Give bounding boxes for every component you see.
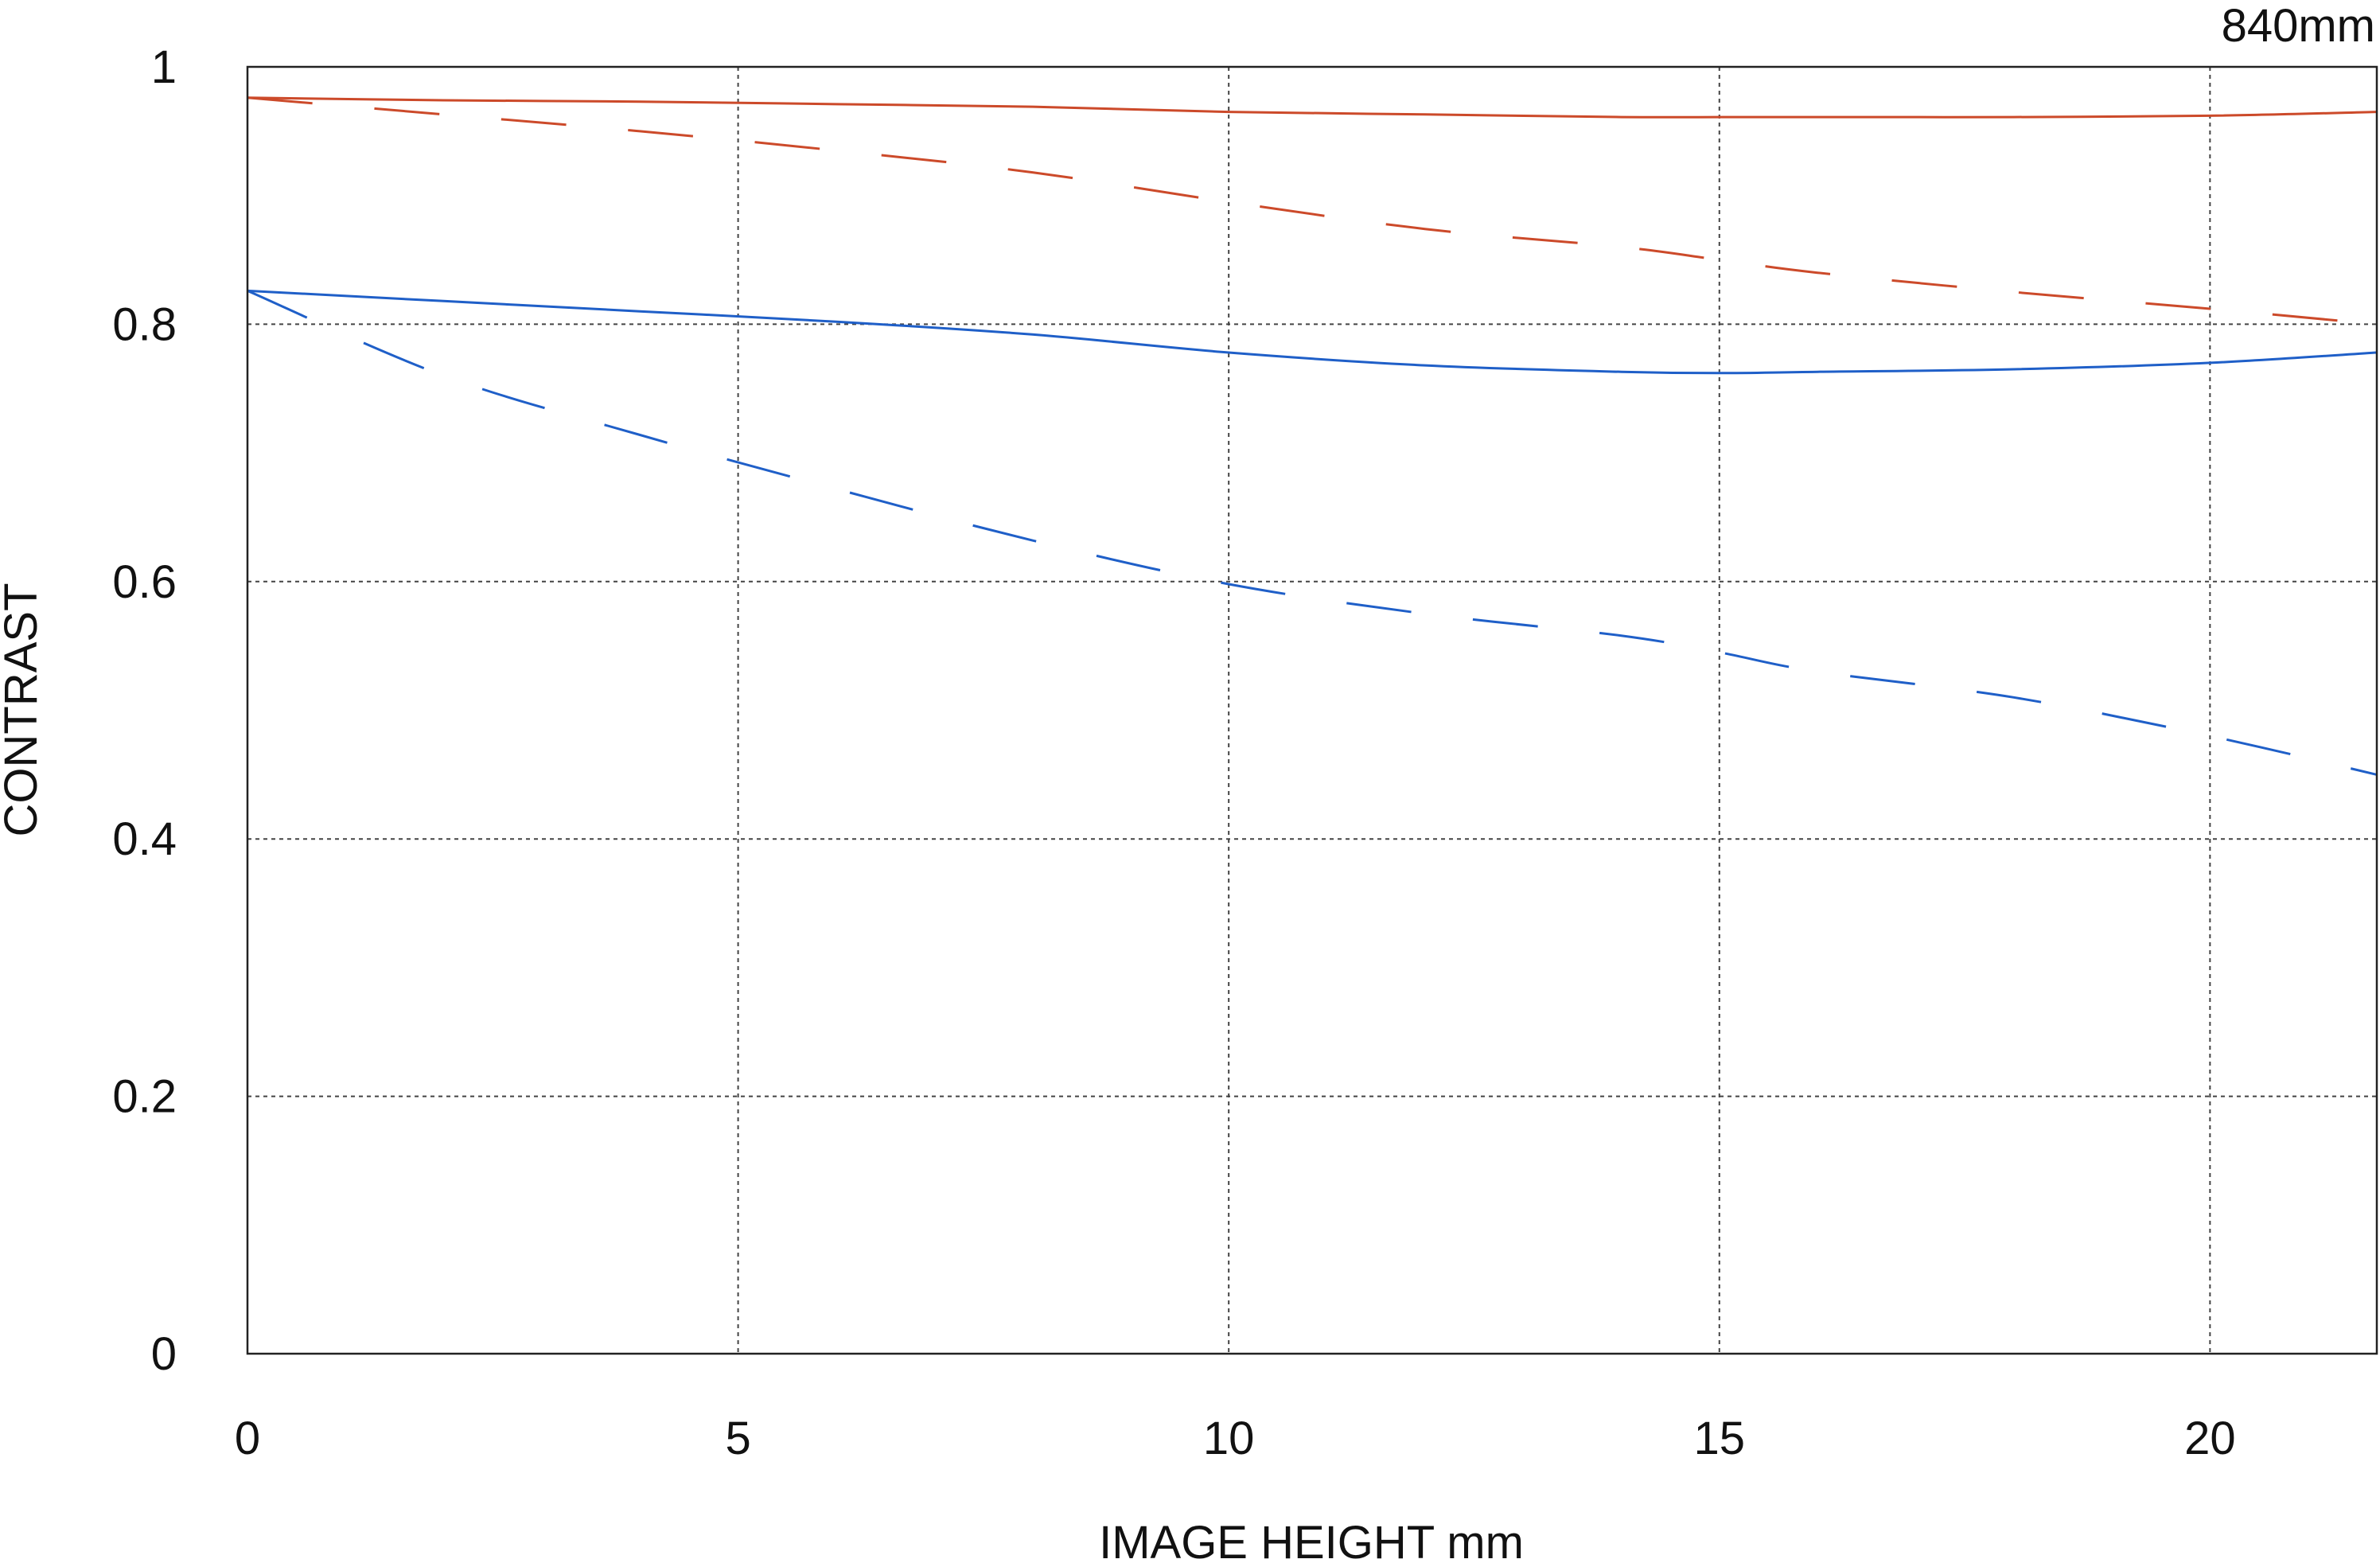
x-tick-label: 10 (1203, 1413, 1255, 1464)
y-tick-label: 0.8 (112, 298, 177, 350)
grid-layer (247, 67, 2377, 1354)
y-tick-label: 1 (151, 41, 177, 93)
x-axis-title: IMAGE HEIGHT mm (1099, 1517, 1524, 1563)
series-layer (247, 96, 2378, 776)
x-tick-label: 5 (725, 1413, 750, 1464)
focal-length-label: 840mm (2222, 0, 2375, 52)
x-tick-label: 20 (2184, 1413, 2236, 1464)
y-tick-label: 0.6 (112, 556, 177, 608)
y-tick-label: 0.2 (112, 1071, 177, 1123)
tick-layer: 0 5 10 15 20 0 0.2 0.4 0.6 0.8 1 (112, 41, 2235, 1464)
series-line-2-dashed (247, 96, 2378, 325)
y-axis-title: CONTRAST (0, 583, 47, 837)
x-tick-label: 0 (235, 1413, 260, 1464)
series-line-4-dashed (247, 290, 2378, 776)
plot-frame (246, 65, 2378, 1355)
series-line-1-solid (247, 96, 2378, 119)
x-tick-label: 15 (1694, 1413, 1746, 1464)
y-tick-label: 0 (151, 1328, 177, 1380)
series-line-3-solid (247, 289, 2378, 375)
y-tick-label: 0.4 (112, 813, 177, 865)
